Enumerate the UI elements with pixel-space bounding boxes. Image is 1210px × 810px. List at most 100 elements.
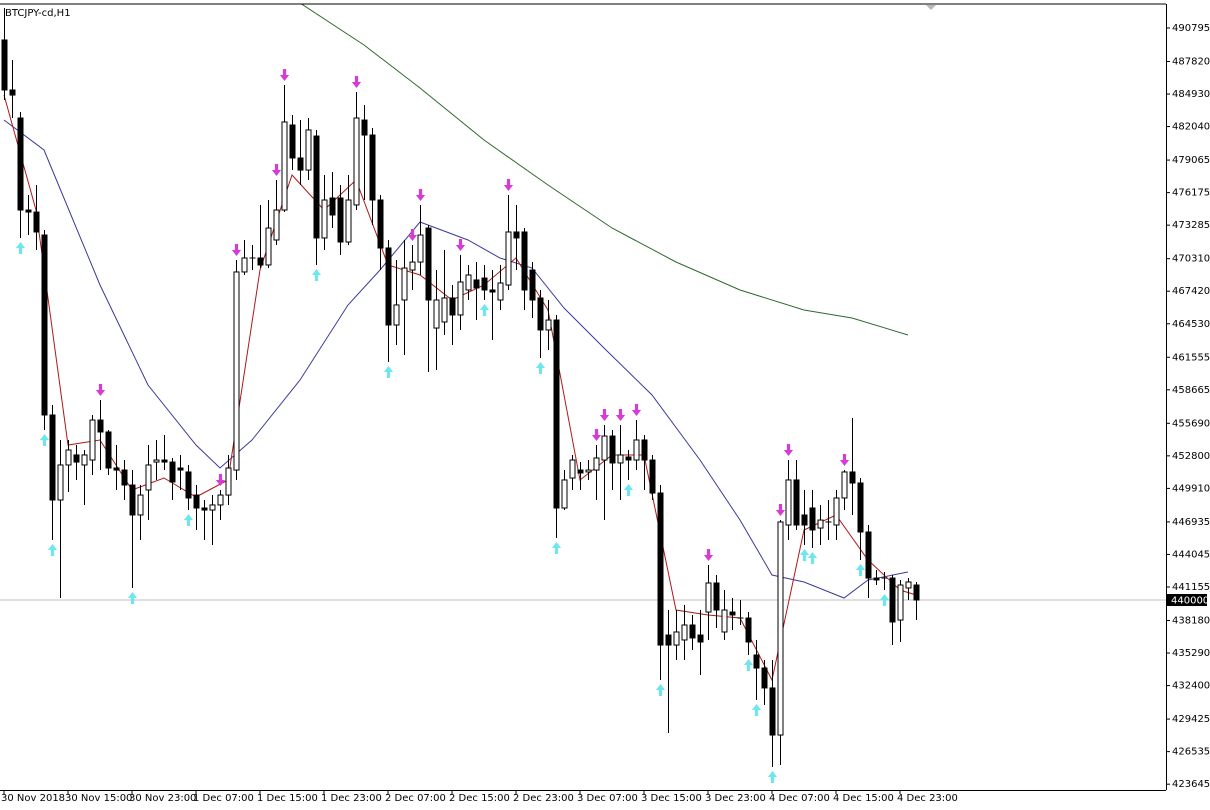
x-tick-label: 30 Nov 2018 [1, 793, 65, 804]
candle-body [297, 157, 304, 171]
candle-body [769, 687, 776, 736]
candle-body [337, 197, 344, 243]
candle-body [417, 234, 424, 263]
y-tick-label: 449910 [1172, 483, 1210, 494]
y-tick-label: 479065 [1172, 155, 1210, 166]
y-tick-label: 423645 [1172, 779, 1210, 790]
candle-body [777, 521, 784, 736]
buy-arrow [807, 551, 818, 564]
candle-body [241, 257, 248, 273]
candle-body [329, 197, 336, 216]
candle-body [897, 584, 904, 621]
y-tick-label: 441155 [1172, 582, 1210, 593]
candle-body [441, 297, 448, 323]
candle-body [137, 494, 144, 516]
buy-arrow [743, 658, 754, 671]
candle-body [745, 617, 752, 643]
candle-body [73, 454, 80, 463]
sell-arrow [783, 444, 794, 457]
candle-body [497, 282, 504, 301]
y-tick-label: 444045 [1172, 549, 1210, 560]
buy-arrow [623, 483, 634, 496]
candle-body [665, 634, 672, 646]
candle-body [425, 227, 432, 301]
candle-body [1, 39, 8, 91]
candle-body [121, 469, 128, 486]
candle-body [857, 482, 864, 533]
y-tick-label: 470310 [1172, 254, 1210, 265]
candle-body [841, 471, 848, 499]
sell-arrow [703, 548, 714, 561]
candle-body [817, 519, 824, 529]
candle-body [657, 492, 664, 646]
x-tick-label: 3 Dec 07:00 [577, 793, 638, 804]
candle-body [169, 461, 176, 483]
candle-body [321, 199, 328, 239]
candle-body [41, 234, 48, 416]
buy-arrow [535, 361, 546, 374]
candle-body [609, 435, 616, 464]
candle-body [529, 269, 536, 301]
candle-body [105, 431, 112, 469]
candle-body [233, 271, 240, 471]
candle-body [401, 267, 408, 301]
candle-body [577, 469, 584, 474]
x-tick-label: 3 Dec 15:00 [641, 793, 702, 804]
candle-body [585, 469, 592, 473]
y-tick-label: 446935 [1172, 517, 1210, 528]
candle-body [833, 497, 840, 526]
candle-body [161, 459, 168, 463]
sell-arrow [215, 473, 226, 486]
y-tick-label: 455690 [1172, 418, 1210, 429]
price-label-box [1167, 594, 1207, 606]
moving-average [3, 119, 909, 599]
candle-body [785, 479, 792, 526]
candle-body [25, 209, 32, 213]
chart-title: BTCJPY-cd,H1 [5, 8, 71, 19]
candle-body [57, 464, 64, 501]
candle-body [873, 577, 880, 581]
x-tick-label: 1 Dec 07:00 [193, 793, 254, 804]
buy-arrow [479, 304, 490, 316]
x-tick-label: 2 Dec 15:00 [449, 793, 510, 804]
x-tick-label: 30 Nov 23:00 [129, 793, 196, 804]
sell-arrow [591, 429, 602, 442]
candle-body [489, 289, 496, 293]
candle-body [393, 304, 400, 326]
candle-body [625, 456, 632, 461]
buy-arrow [799, 549, 810, 562]
sell-arrow [279, 69, 290, 82]
candle-body [449, 297, 456, 316]
sell-arrow [415, 188, 426, 201]
candle-body [721, 609, 728, 633]
buy-arrow [655, 683, 666, 696]
candle-body [265, 227, 272, 266]
sell-arrow [839, 454, 850, 467]
candle-body [753, 654, 760, 669]
candle-body [561, 479, 568, 509]
candle-body [369, 134, 376, 201]
buy-arrow [127, 591, 138, 604]
x-tick-label: 2 Dec 23:00 [513, 793, 574, 804]
y-tick-label: 464530 [1172, 319, 1210, 330]
candle-body [185, 471, 192, 499]
candle-body [473, 279, 480, 289]
x-tick-label: 2 Dec 07:00 [385, 793, 446, 804]
candle-body [457, 281, 464, 316]
sell-arrow [271, 163, 282, 176]
buy-arrow [15, 241, 26, 254]
x-tick-label: 1 Dec 23:00 [321, 793, 382, 804]
sell-arrow [631, 404, 642, 417]
candle-body [17, 117, 24, 211]
candle-body [545, 319, 552, 331]
candle-body [81, 454, 88, 466]
candle-body [913, 584, 920, 601]
sell-arrow [503, 179, 514, 192]
candle-body [209, 504, 216, 511]
candle-body [177, 467, 184, 471]
buy-arrow [47, 543, 58, 556]
sell-arrow [775, 504, 786, 517]
candle-body [505, 231, 512, 286]
candle-body [305, 129, 312, 171]
candle-body [617, 454, 624, 464]
